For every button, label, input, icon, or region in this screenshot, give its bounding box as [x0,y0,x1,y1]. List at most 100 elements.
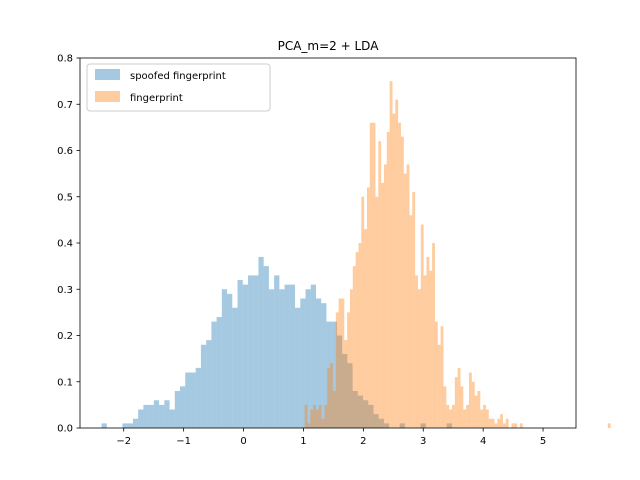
bar-fingerprint [307,423,311,429]
y-tick-label: 0.7 [57,100,73,111]
bar-spoofed-fingerprint [279,289,285,428]
bar-spoofed-fingerprint [159,404,165,429]
bar-spoofed-fingerprint [211,321,217,429]
bar-spoofed-fingerprint [368,404,374,429]
bar-fingerprint [398,122,401,428]
bar-spoofed-fingerprint [247,275,254,429]
bar-spoofed-fingerprint [138,409,144,428]
bar-fingerprint [483,404,486,429]
x-tick-label: 1 [300,436,306,447]
bar-fingerprint [321,418,325,428]
bar-fingerprint [361,196,365,428]
bar-spoofed-fingerprint [352,391,358,428]
bar-fingerprint [488,418,492,428]
bar-fingerprint [505,418,509,428]
bar-spoofed-fingerprint [378,418,384,428]
bar-fingerprint [437,344,441,428]
bar-spoofed-fingerprint [216,317,222,428]
bar-fingerprint [451,404,455,429]
bar-spoofed-fingerprint [127,423,133,429]
bar-fingerprint [313,404,316,429]
bar-fingerprint [497,418,501,428]
legend-swatch-spoofed-fingerprint [95,69,120,80]
bar-fingerprint [409,215,413,428]
bar-fingerprint [318,404,322,429]
bar-spoofed-fingerprint [206,340,212,429]
bar-fingerprint [434,321,438,429]
y-tick-label: 0.2 [57,331,73,342]
bar-fingerprint [415,275,418,429]
bar-spoofed-fingerprint [237,280,243,428]
x-tick-label: 0 [240,436,246,447]
bar-spoofed-fingerprint [321,303,327,429]
bar-fingerprint [494,423,498,429]
bar-spoofed-fingerprint [336,335,343,428]
bar-fingerprint [403,173,407,429]
bar-fingerprint [443,386,447,429]
bar-fingerprint [429,270,433,428]
bar-fingerprint [352,266,356,429]
legend-label-fingerprint: fingerprint [130,93,183,104]
bar-spoofed-fingerprint [305,289,311,428]
bar-spoofed-fingerprint [148,404,154,429]
x-tick-label: 5 [540,436,546,447]
bar-spoofed-fingerprint [153,400,160,428]
bar-spoofed-fingerprint [315,298,322,428]
bar-spoofed-fingerprint [295,307,301,428]
bar-spoofed-fingerprint [232,307,238,428]
y-tick-label: 0.3 [57,285,73,296]
legend-box [86,63,271,112]
bar-fingerprint [355,252,359,428]
bar-fingerprint [519,423,523,429]
bar-fingerprint [426,256,430,429]
bar-fingerprint [449,409,452,428]
bar-spoofed-fingerprint [122,423,128,429]
bar-fingerprint [607,423,611,429]
bar-spoofed-fingerprint [169,409,175,428]
bar-spoofed-fingerprint [200,344,207,428]
bar-fingerprint [372,122,376,428]
bar-fingerprint [338,298,342,428]
bar-fingerprint [432,243,435,428]
bar-fingerprint [358,243,362,428]
bar-spoofed-fingerprint [164,400,170,428]
bar-fingerprint [474,395,478,429]
y-tick-label: 0.8 [57,54,73,65]
bar-fingerprint [480,409,484,428]
bar-fingerprint [310,409,314,428]
bars-layer [101,81,611,429]
bar-fingerprint [347,312,350,429]
bar-fingerprint [327,367,331,429]
y-tick-label: 0.4 [57,239,73,250]
bar-spoofed-fingerprint [258,256,264,429]
bar-fingerprint [330,363,333,428]
bar-fingerprint [511,423,515,429]
bar-fingerprint [446,404,450,429]
bar-fingerprint [389,81,393,429]
bar-fingerprint [460,386,464,429]
bar-spoofed-fingerprint [373,414,379,429]
bar-spoofed-fingerprint [326,321,332,429]
bar-spoofed-fingerprint [284,284,290,429]
bar-spoofed-fingerprint [195,367,201,429]
bar-spoofed-fingerprint [268,289,275,428]
chart-title: PCA_m=2 + LDA [278,39,380,53]
x-tick-label: 3 [420,436,426,447]
bar-fingerprint [364,229,367,429]
bar-fingerprint [471,381,475,428]
bar-fingerprint [400,136,404,429]
bar-spoofed-fingerprint [101,423,107,429]
legend-label-spoofed-fingerprint: spoofed fingerprint [130,71,226,82]
bar-fingerprint [395,99,399,429]
bar-spoofed-fingerprint [274,275,280,429]
bar-spoofed-fingerprint [420,423,426,429]
bar-fingerprint [440,326,444,428]
bar-fingerprint [349,289,353,428]
bar-spoofed-fingerprint [242,284,248,429]
bar-fingerprint [332,391,336,428]
bar-spoofed-fingerprint [185,372,191,428]
bar-fingerprint [324,404,328,429]
bar-fingerprint [417,289,421,428]
bar-fingerprint [457,367,461,429]
